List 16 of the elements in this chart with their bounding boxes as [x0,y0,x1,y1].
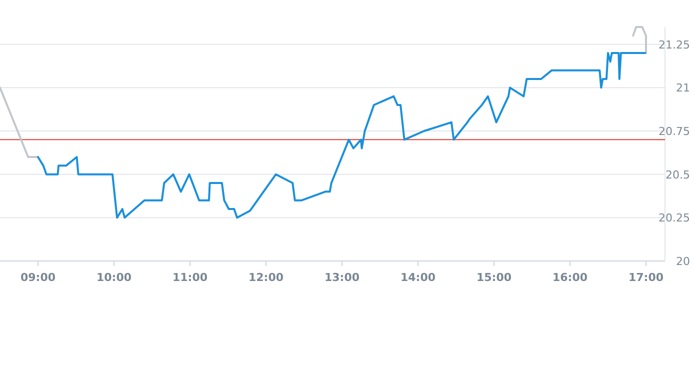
y-tick-label: 21.25 [658,38,690,52]
x-tick-label: 13:00 [324,271,360,284]
x-tick-label: 10:00 [96,271,132,284]
x-tick-label: 17:00 [628,271,664,284]
x-tick-label: 14:00 [400,271,436,284]
x-tick-label: 16:00 [552,271,588,284]
y-tick-label: 20.75 [658,125,690,138]
y-tick-label: 20.25 [658,212,690,225]
x-tick-label: 09:00 [20,271,56,284]
y-tick-label: 20 [676,255,690,268]
x-tick-label: 15:00 [476,271,512,284]
y-tick-label: 21 [676,82,690,95]
line-series [37,52,646,219]
x-tick-label: 12:00 [248,271,284,284]
y-tick-label: 20.5 [666,168,690,182]
x-tick-label: 11:00 [172,271,208,284]
